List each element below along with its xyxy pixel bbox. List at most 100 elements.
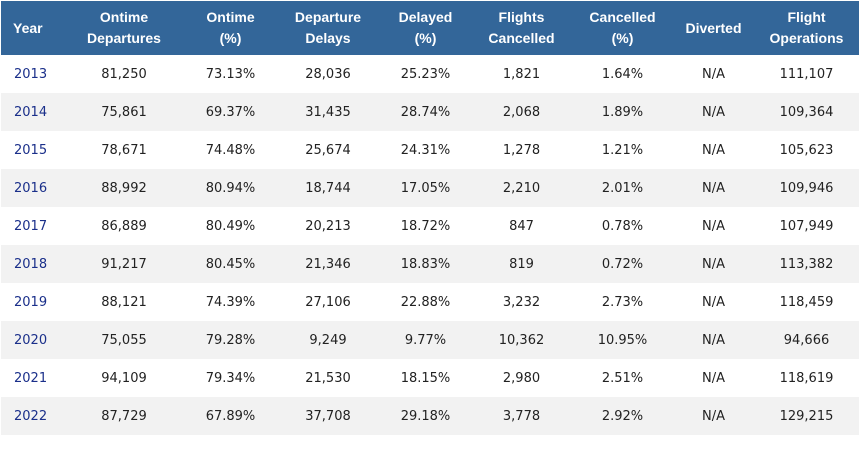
cell-diverted: N/A xyxy=(702,142,725,158)
cell-flight-operations: 109,364 xyxy=(754,93,859,131)
cell-departure-delays: 27,106 xyxy=(305,294,351,310)
table-row: 2022 87,729 67.89% 37,708 29.18% 3,778 2.92% N/… xyxy=(1,397,859,435)
header-label: Ontime xyxy=(206,9,255,25)
cell-year[interactable]: 2022 xyxy=(1,397,63,435)
cell-cancelled-pct: 10.95% xyxy=(572,321,673,359)
cell-delayed-pct: 9.77% xyxy=(380,321,471,359)
header-label: Flight xyxy=(787,9,826,25)
cell-departure-delays: 18,744 xyxy=(276,169,380,207)
cell-ontime-pct: 80.49% xyxy=(205,218,256,234)
cell-cancelled-pct: 2.92% xyxy=(572,397,673,435)
cell-delayed-pct: 29.18% xyxy=(380,397,471,435)
header-label: Diverted xyxy=(685,19,742,36)
cell-flights-cancelled: 2,980 xyxy=(502,370,541,386)
table-row: 2020 75,055 79.28% 9,249 9.77% 10,362 10.95% N/… xyxy=(1,321,859,359)
table-row: 2015 78,671 74.48% 25,674 24.31% 1,278 1.21% N/… xyxy=(1,131,859,169)
cell-delayed-pct: 24.31% xyxy=(400,142,451,158)
cell-flight-operations: 94,666 xyxy=(754,321,859,359)
cell-cancelled-pct: 1.89% xyxy=(572,93,673,131)
table-body: 2013 81,250 73.13% 28,036 25.23% 1,821 1.64% N/… xyxy=(1,55,859,435)
cell-ontime-departures: 75,861 xyxy=(63,93,185,131)
cell-year[interactable]: 2013 xyxy=(14,66,48,82)
cell-diverted: N/A xyxy=(702,66,725,82)
cell-year[interactable]: 2017 xyxy=(14,218,48,234)
cell-ontime-departures: 87,729 xyxy=(63,397,185,435)
table-row: 2017 86,889 80.49% 20,213 18.72% 847 0.78% N/A 1… xyxy=(1,207,859,245)
cell-departure-delays: 37,708 xyxy=(276,397,380,435)
table-row: 2016 88,992 80.94% 18,744 17.05% 2,210 2.01% N/… xyxy=(1,169,859,207)
header-delayed-pct: Delayed (%) xyxy=(380,1,471,55)
cell-departure-delays: 21,530 xyxy=(305,370,351,386)
cell-cancelled-pct: 0.72% xyxy=(572,245,673,283)
cell-ontime-departures: 81,250 xyxy=(101,66,147,82)
header-label: Delays xyxy=(305,30,351,46)
cell-flights-cancelled: 10,362 xyxy=(471,321,572,359)
header-label: Delayed xyxy=(398,9,453,25)
cell-departure-delays: 9,249 xyxy=(276,321,380,359)
cell-cancelled-pct: 1.21% xyxy=(601,142,644,158)
cell-flights-cancelled: 3,232 xyxy=(502,294,541,310)
header-label: Departure xyxy=(294,9,362,25)
header-year: Year xyxy=(1,1,63,55)
cell-year[interactable]: 2021 xyxy=(14,370,48,386)
cell-year[interactable]: 2014 xyxy=(1,93,63,131)
cell-ontime-departures: 78,671 xyxy=(101,142,147,158)
header-row: Year Ontime Departures Ontime (%) Departure De… xyxy=(1,1,859,55)
cell-diverted: N/A xyxy=(702,218,725,234)
cell-flight-operations: 118,459 xyxy=(779,294,834,310)
cell-cancelled-pct: 0.78% xyxy=(601,218,644,234)
header-cancelled-pct: Cancelled (%) xyxy=(572,1,673,55)
cell-departure-delays: 25,674 xyxy=(305,142,351,158)
header-ontime-departures: Ontime Departures xyxy=(63,1,185,55)
cell-year[interactable]: 2020 xyxy=(1,321,63,359)
cell-flights-cancelled: 819 xyxy=(471,245,572,283)
cell-year[interactable]: 2018 xyxy=(1,245,63,283)
cell-flight-operations: 111,107 xyxy=(779,66,834,82)
cell-flights-cancelled: 1,821 xyxy=(502,66,541,82)
cell-flight-operations: 109,946 xyxy=(754,169,859,207)
cell-ontime-pct: 74.48% xyxy=(205,142,256,158)
cell-flight-operations: 105,623 xyxy=(779,142,834,158)
table-row: 2018 91,217 80.45% 21,346 18.83% 819 0.72% N/A 1… xyxy=(1,245,859,283)
cell-ontime-pct: 80.94% xyxy=(185,169,276,207)
cell-departure-delays: 28,036 xyxy=(305,66,351,82)
cell-delayed-pct: 17.05% xyxy=(380,169,471,207)
header-label: Flights xyxy=(498,9,545,25)
header-ontime-pct: Ontime (%) xyxy=(185,1,276,55)
cell-ontime-departures: 91,217 xyxy=(63,245,185,283)
cell-flights-cancelled: 2,068 xyxy=(471,93,572,131)
cell-year[interactable]: 2019 xyxy=(14,294,48,310)
table-header: Year Ontime Departures Ontime (%) Departure De… xyxy=(1,1,859,55)
header-label: (%) xyxy=(414,30,437,46)
cell-flight-operations: 113,382 xyxy=(754,245,859,283)
header-label: Cancelled xyxy=(488,30,555,46)
cell-ontime-pct: 73.13% xyxy=(205,66,256,82)
cell-cancelled-pct: 2.01% xyxy=(572,169,673,207)
cell-diverted: N/A xyxy=(673,245,754,283)
cell-flights-cancelled: 847 xyxy=(509,218,534,234)
cell-flight-operations: 107,949 xyxy=(779,218,834,234)
header-label: (%) xyxy=(611,30,634,46)
cell-delayed-pct: 18.72% xyxy=(400,218,451,234)
cell-year[interactable]: 2016 xyxy=(1,169,63,207)
cell-flight-operations: 129,215 xyxy=(754,397,859,435)
table-row: 2013 81,250 73.13% 28,036 25.23% 1,821 1.64% N/… xyxy=(1,55,859,93)
cell-cancelled-pct: 1.64% xyxy=(601,66,644,82)
cell-diverted: N/A xyxy=(702,370,725,386)
cell-ontime-departures: 86,889 xyxy=(101,218,147,234)
cell-ontime-departures: 75,055 xyxy=(63,321,185,359)
header-label: Cancelled xyxy=(589,9,656,25)
header-label: Departures xyxy=(87,30,161,46)
cell-year[interactable]: 2015 xyxy=(14,142,48,158)
cell-cancelled-pct: 2.73% xyxy=(601,294,644,310)
table-row: 2019 88,121 74.39% 27,106 22.88% 3,232 2.73% N/… xyxy=(1,283,859,321)
cell-ontime-pct: 80.45% xyxy=(185,245,276,283)
flight-stats-table: Year Ontime Departures Ontime (%) Departure De… xyxy=(1,1,859,435)
cell-ontime-pct: 79.28% xyxy=(185,321,276,359)
cell-diverted: N/A xyxy=(702,294,725,310)
cell-departure-delays: 21,346 xyxy=(276,245,380,283)
cell-ontime-departures: 88,992 xyxy=(63,169,185,207)
header-flight-operations: Flight Operations xyxy=(754,1,859,55)
cell-flight-operations: 118,619 xyxy=(779,370,834,386)
